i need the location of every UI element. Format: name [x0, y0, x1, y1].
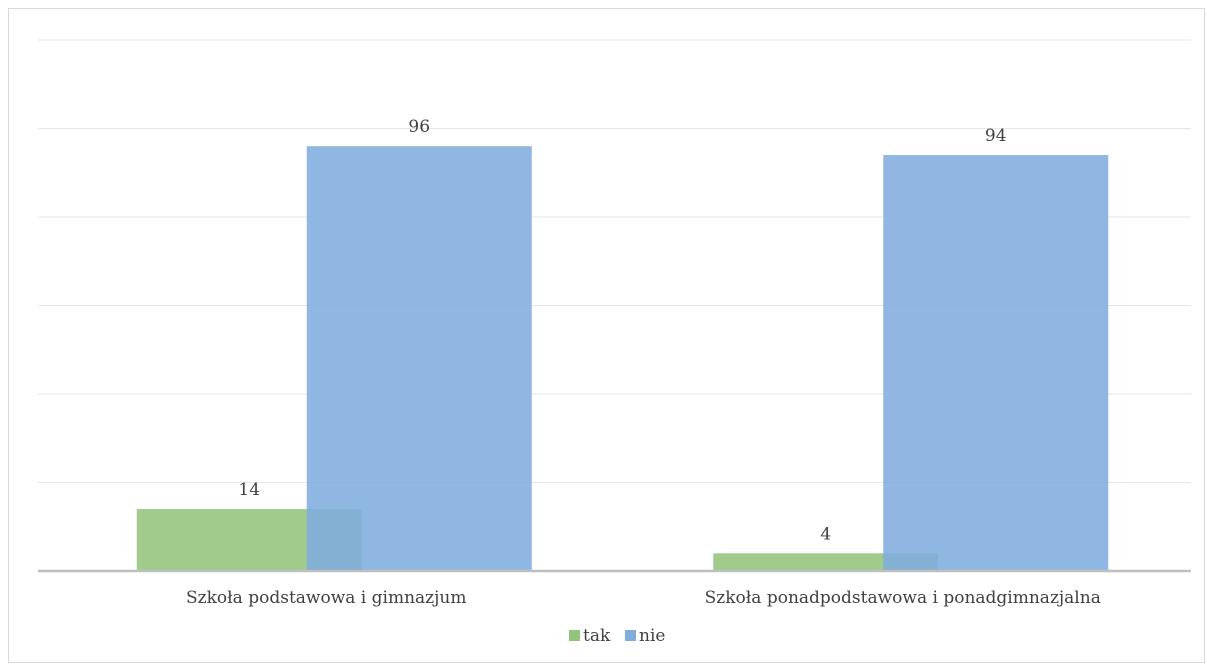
data-labels: 14 96 4 94 — [238, 117, 1006, 544]
legend-label-nie: nie — [639, 626, 665, 646]
data-label-nie-0: 96 — [408, 117, 430, 137]
legend-swatch-tak — [569, 630, 580, 641]
legend-label-tak: tak — [583, 626, 611, 646]
legend: tak nie — [569, 626, 665, 646]
bar-nie-1 — [883, 155, 1109, 572]
bar-nie-0 — [306, 146, 532, 571]
legend-swatch-nie — [625, 630, 636, 641]
data-label-tak-0: 14 — [238, 480, 260, 500]
bar-tak-1 — [713, 553, 939, 571]
category-label-1: Szkoła ponadpodstawowa i ponadgimnazjaln… — [705, 588, 1101, 608]
data-label-tak-1: 4 — [820, 524, 831, 544]
bars — [136, 146, 1109, 572]
category-labels: Szkoła podstawowa i gimnazjum Szkoła pona… — [186, 588, 1101, 608]
category-label-0: Szkoła podstawowa i gimnazjum — [186, 588, 466, 608]
data-label-nie-1: 94 — [985, 126, 1007, 146]
